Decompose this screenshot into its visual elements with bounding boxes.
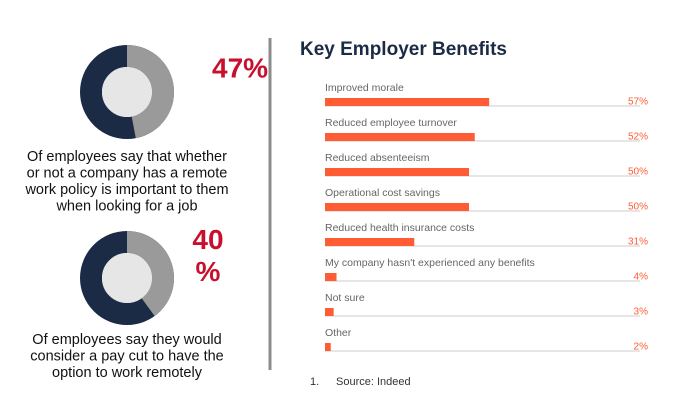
caption-line: consider a pay cut to have the <box>30 348 223 364</box>
bar-category: Other <box>325 327 352 339</box>
value-label: 47% <box>212 52 268 83</box>
bar-category: Reduced employee turnover <box>325 117 457 129</box>
caption-line: Of employees say that whether <box>27 149 227 165</box>
caption-line: when looking for a job <box>55 198 197 214</box>
bar <box>325 133 475 141</box>
caption-line: work policy is important to them <box>24 182 228 198</box>
bar-category: Reduced health insurance costs <box>325 222 474 234</box>
footnote-text: Source: Indeed <box>336 376 411 388</box>
value-label: 40% <box>192 224 223 287</box>
bar <box>325 343 331 351</box>
value-label: 50% <box>628 202 648 213</box>
bar <box>325 203 469 211</box>
chart-title: Key Employer Benefits <box>300 39 507 60</box>
caption-line: Of employees say they would <box>32 332 221 348</box>
donut-slice <box>127 45 174 139</box>
value-label: 2% <box>634 342 649 353</box>
caption-line: option to work remotely <box>52 365 203 381</box>
bar <box>325 238 415 246</box>
value-label: 4% <box>634 272 649 283</box>
caption-line: or not a company has a remote <box>27 165 228 181</box>
bar <box>325 273 337 281</box>
bar-category: Operational cost savings <box>325 187 440 199</box>
bar <box>325 308 334 316</box>
value-label: 3% <box>634 307 649 318</box>
footnote-number: 1. <box>310 376 319 388</box>
value-label: 50% <box>628 167 648 178</box>
bar <box>325 98 490 106</box>
value-label: 52% <box>628 132 648 143</box>
value-label: 57% <box>628 97 648 108</box>
donut-hole <box>102 67 152 117</box>
value-label: 31% <box>628 237 648 248</box>
bar <box>325 168 469 176</box>
donut-slice <box>127 231 174 317</box>
donut-hole <box>102 253 152 303</box>
bar-category: My company hasn't experienced any benefi… <box>325 257 535 269</box>
bar-category: Not sure <box>325 292 365 304</box>
bar-category: Reduced absenteeism <box>325 152 430 164</box>
bar-category: Improved morale <box>325 82 404 94</box>
